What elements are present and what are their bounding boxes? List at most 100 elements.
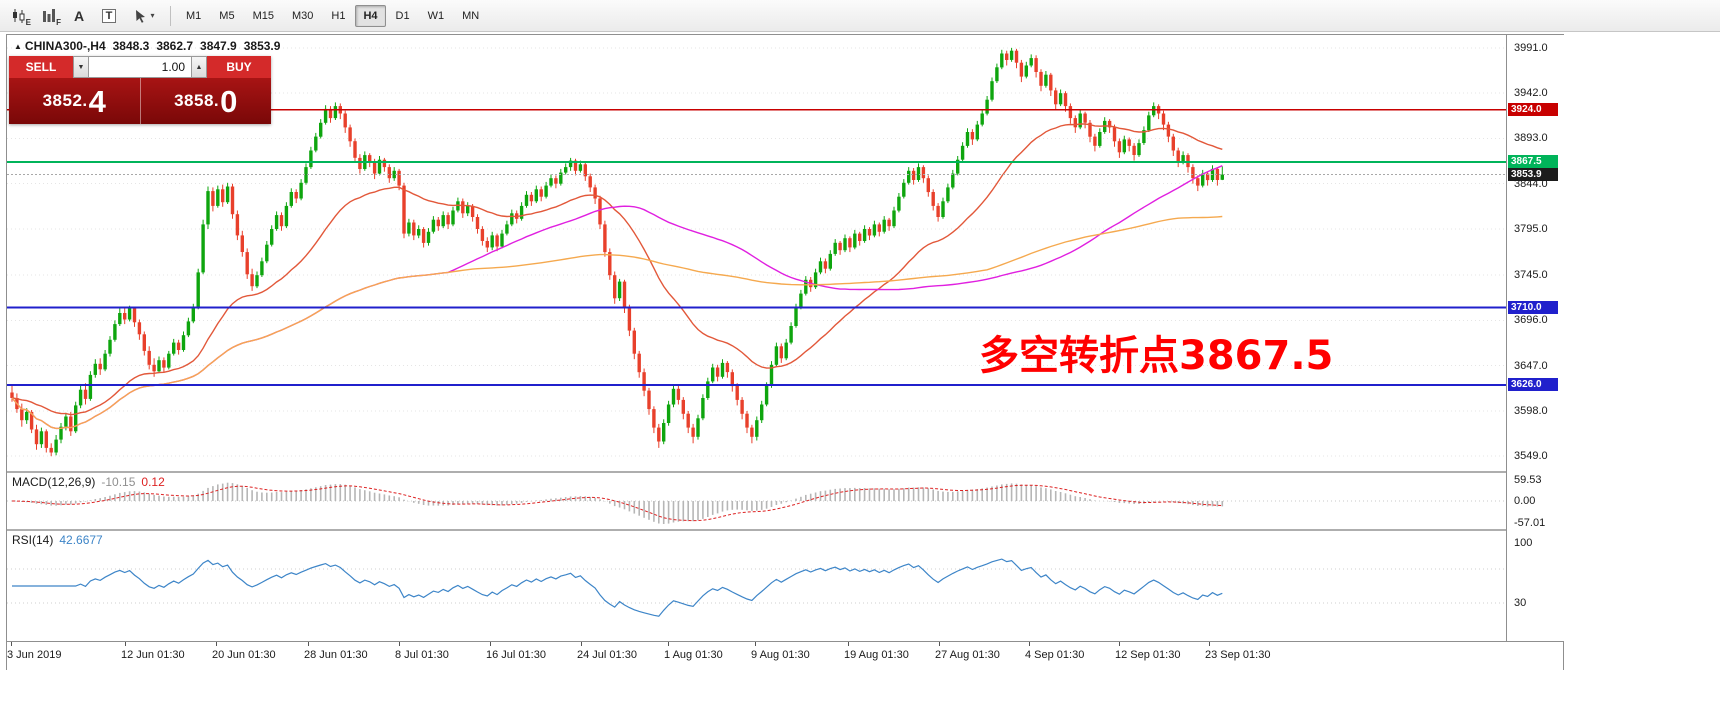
- volume-decrease-button[interactable]: ▼: [73, 56, 89, 78]
- pane-separator[interactable]: [7, 529, 1563, 531]
- price-axis-label: 3991.0: [1514, 41, 1548, 54]
- time-axis-tick: [1029, 642, 1030, 646]
- bar-chart-icon: [43, 8, 55, 22]
- timeframe-w1-button[interactable]: W1: [420, 5, 453, 27]
- timeframe-m5-button[interactable]: M5: [211, 5, 242, 27]
- timeframe-m15-button[interactable]: M15: [245, 5, 282, 27]
- volume-increase-button[interactable]: ▲: [191, 56, 207, 78]
- cursor-arrow-icon: [136, 9, 146, 23]
- chart-window: ▲ CHINA300-,H4 3848.3 3862.7 3847.9 3853.9 SE…: [6, 34, 1564, 670]
- symbol-header: ▲ CHINA300-,H4 3848.3 3862.7 3847.9 3853.9: [14, 39, 280, 53]
- price-axis-label: 3549.0: [1514, 450, 1548, 463]
- time-axis-label: 16 Jul 01:30: [486, 649, 546, 661]
- buy-price-big-digit: 0: [220, 83, 238, 119]
- price-axis-tag-pivot-line: 3867.5: [1508, 155, 1558, 168]
- macd-signal-value: 0.12: [141, 475, 165, 489]
- price-axis-label: 3745.0: [1514, 269, 1548, 282]
- time-axis-label: 9 Aug 01:30: [751, 649, 810, 661]
- buy-price-main: 3858.: [174, 91, 220, 110]
- macd-axis-label: 0.00: [1514, 495, 1536, 507]
- timeframe-mn-button[interactable]: MN: [454, 5, 487, 27]
- price-axis-label: 3696.0: [1514, 314, 1548, 327]
- rsi-name: RSI(14): [12, 533, 54, 547]
- symbol-title: CHINA300-,H4: [24, 39, 106, 53]
- time-axis[interactable]: 3 Jun 2019 12 Jun 01:30 20 Jun 01:30 28 Jun…: [7, 641, 1563, 670]
- price-axis-label: 3844.0: [1514, 177, 1548, 190]
- main-toolbar: E F A T ▾ M1 M5 M15 M30 H1 H4 D1 W1 MN: [0, 0, 1720, 32]
- price-axis[interactable]: 3991.0 3942.0 3893.0 3844.0 3795.0 3745.0 3696…: [1506, 35, 1564, 641]
- time-axis-tick: [216, 642, 217, 646]
- timeframe-h4-button[interactable]: H4: [355, 4, 386, 27]
- price-axis-tag-support-line-2: 3626.0: [1508, 378, 1558, 392]
- tool-sub-label: F: [56, 17, 61, 27]
- macd-axis-label: 59.53: [1514, 474, 1542, 486]
- text-label-icon: A: [73, 7, 85, 24]
- buy-price-display[interactable]: 3858. 0: [139, 78, 272, 124]
- price-chart-plot[interactable]: [7, 35, 1506, 471]
- time-axis-tick: [308, 642, 309, 646]
- rsi-axis-label: 30: [1514, 597, 1527, 610]
- time-axis-tick: [668, 642, 669, 646]
- time-axis-tick: [755, 642, 756, 646]
- candlestick-chart-tool-button[interactable]: E: [5, 4, 33, 28]
- drawing-tools-group: E F A T ▾: [4, 4, 164, 28]
- time-axis-label: 4 Sep 01:30: [1025, 649, 1085, 661]
- chart-annotation-text: 多空转折点3867.5: [979, 333, 1334, 379]
- time-axis-label: 1 Aug 01:30: [664, 649, 723, 661]
- sell-price-display[interactable]: 3852. 4: [9, 78, 140, 124]
- sell-price-main: 3852.: [42, 91, 88, 110]
- time-axis-tick: [1209, 642, 1210, 646]
- one-click-trading-panel: SELL ▼ ▲ BUY 3852.4 3858.0: [9, 56, 271, 124]
- timeframe-d1-button[interactable]: D1: [388, 5, 418, 27]
- rsi-plot[interactable]: [7, 531, 1506, 641]
- bar-chart-tool-button[interactable]: F: [35, 4, 63, 28]
- candlestick-chart-icon: [13, 8, 25, 23]
- time-axis-tick: [939, 642, 940, 646]
- time-axis-label: 20 Jun 01:30: [212, 649, 276, 661]
- ohlc-open: 3848.3: [112, 39, 150, 53]
- sell-price-big-digit: 4: [88, 83, 106, 119]
- pane-separator[interactable]: [7, 471, 1563, 473]
- arrows-tool-button[interactable]: ▾: [125, 4, 163, 28]
- macd-name: MACD(12,26,9): [12, 475, 96, 489]
- time-axis-tick: [399, 642, 400, 646]
- macd-plot[interactable]: [7, 473, 1506, 529]
- text-box-tool-button[interactable]: T: [95, 4, 123, 28]
- price-axis-tag-support-line-1: 3710.0: [1508, 300, 1558, 314]
- price-axis-label: 3942.0: [1514, 87, 1548, 100]
- text-label-tool-button[interactable]: A: [65, 4, 93, 28]
- rsi-value: 42.6677: [59, 533, 103, 547]
- time-axis-label: 12 Jun 01:30: [121, 649, 185, 661]
- price-axis-label: 3647.0: [1514, 359, 1548, 372]
- macd-value: -10.15: [101, 475, 136, 489]
- time-axis-tick: [1119, 642, 1120, 646]
- buy-button[interactable]: BUY: [207, 56, 271, 78]
- ohlc-low: 3847.9: [200, 39, 237, 53]
- time-axis-label: 28 Jun 01:30: [304, 649, 368, 661]
- time-axis-tick: [581, 642, 582, 646]
- time-axis-label: 19 Aug 01:30: [844, 649, 909, 661]
- timeframe-m1-button[interactable]: M1: [178, 5, 209, 27]
- volume-input[interactable]: [89, 56, 191, 78]
- time-axis-label: 8 Jul 01:30: [395, 649, 449, 661]
- sell-button[interactable]: SELL: [9, 56, 73, 78]
- time-axis-label: 23 Sep 01:30: [1205, 649, 1271, 661]
- time-axis-label: 12 Sep 01:30: [1115, 649, 1181, 661]
- rsi-label: RSI(14) 42.6677: [12, 533, 103, 547]
- tool-dropdown-caret-icon: ▾: [150, 11, 155, 20]
- time-axis-tick: [848, 642, 849, 646]
- timeframe-h1-button[interactable]: H1: [323, 5, 353, 27]
- price-axis-tag-bid-price-line: 3853.9: [1508, 167, 1558, 181]
- symbol-collapse-arrow-icon[interactable]: ▲: [14, 42, 22, 51]
- macd-label: MACD(12,26,9) -10.15 0.12: [12, 475, 165, 489]
- tool-sub-label: E: [25, 17, 31, 27]
- ohlc-high: 3862.7: [156, 39, 194, 53]
- ohlc-close: 3853.9: [243, 39, 281, 53]
- timeframe-m30-button[interactable]: M30: [284, 5, 321, 27]
- toolbar-divider: [170, 5, 171, 26]
- price-axis-label: 3893.0: [1514, 132, 1548, 145]
- macd-axis-label: -57.01: [1514, 517, 1546, 529]
- time-axis-tick: [11, 642, 12, 646]
- time-axis-label: 3 Jun 2019: [7, 649, 62, 661]
- rsi-axis-label: 100: [1514, 537, 1533, 549]
